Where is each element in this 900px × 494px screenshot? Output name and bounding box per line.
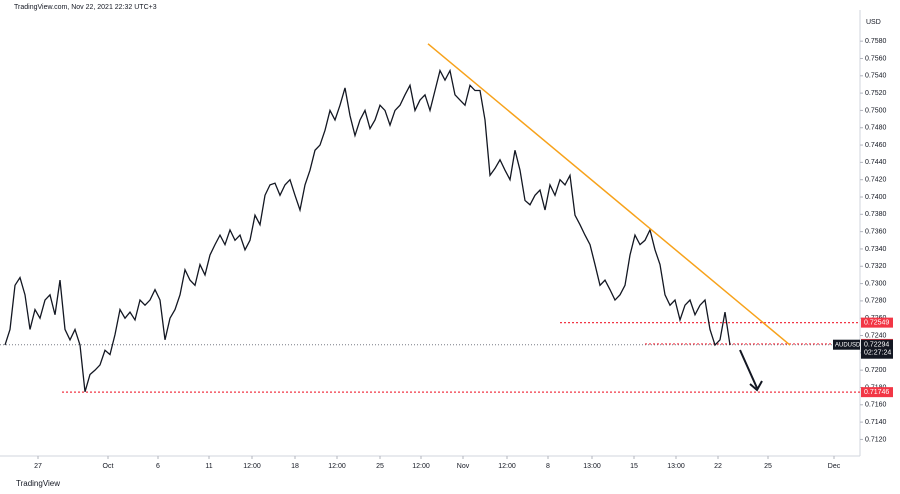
x-tick-label: Oct [103,463,114,470]
x-tick-label: Nov [457,463,470,470]
y-tick-label: 0.7520 [865,90,887,97]
y-tick-label: 0.7320 [865,263,887,270]
symbol-label: AUDUSD [835,342,861,348]
x-tick-label: 25 [764,463,772,470]
y-tick-label: 0.7420 [865,177,887,184]
y-tick-label: 0.7200 [865,367,887,374]
y-tick-label: 0.7140 [865,419,887,426]
level-label: 0.72549 [864,319,889,326]
x-tick-label: 22 [714,463,722,470]
symbol-box [833,339,860,350]
x-tick-label: 12:00 [498,463,516,470]
y-tick-label: 0.7340 [865,246,887,253]
price-line [4,68,731,392]
countdown: 02:27:24 [864,350,891,357]
x-tick-label: Dec [828,463,841,470]
trendline [427,43,791,346]
x-tick-label: 11 [205,463,212,470]
x-tick-label: 12:00 [328,463,346,470]
y-tick-label: 0.7280 [865,298,887,305]
y-tick-label: 0.7440 [865,159,887,166]
y-tick-label: 0.7560 [865,55,887,62]
level-box [861,317,893,328]
y-tick-label: 0.7480 [865,125,887,132]
y-tick-label: 0.7500 [865,107,887,114]
x-tick-label: 27 [34,463,42,470]
y-tick-label: 0.7120 [865,436,887,443]
y-tick-label: 0.7160 [865,402,887,409]
last-price-box [861,339,893,359]
x-tick-label: 13:00 [667,463,685,470]
x-tick-label: 8 [546,463,550,470]
y-tick-label: 0.7540 [865,73,887,80]
x-tick-label: 12:00 [243,463,261,470]
level-box [861,387,893,398]
brand: TradingView [16,479,60,488]
arrow [739,349,763,392]
y-tick-label: 0.7300 [865,280,887,287]
y-tick-label: 0.7380 [865,211,887,218]
x-tick-label: 25 [376,463,384,470]
y-tick-label: 0.7240 [865,332,887,339]
y-tick-label: 0.7400 [865,194,887,201]
currency: USD [866,19,881,26]
x-tick-label: 12:00 [412,463,430,470]
y-tick-label: 0.7580 [865,38,887,45]
x-tick-label: 13:00 [583,463,601,470]
x-tick-label: 18 [291,463,299,470]
last-price-label: 0.72294 [864,342,889,349]
x-tick-label: 6 [156,463,160,470]
y-tick-label: 0.7460 [865,142,887,149]
header: TradingView.com, Nov 22, 2021 22:32 UTC+… [14,4,157,11]
level-label: 0.71746 [864,389,889,396]
y-tick-label: 0.7360 [865,228,887,235]
x-tick-label: 15 [630,463,638,470]
